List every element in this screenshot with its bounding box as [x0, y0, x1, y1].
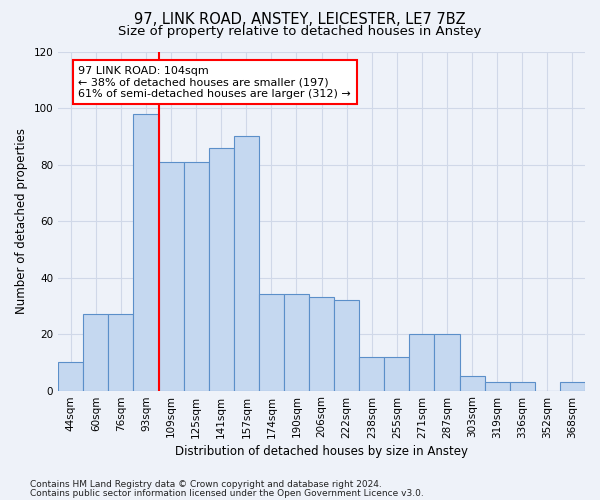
Bar	[334, 300, 359, 390]
Text: 97, LINK ROAD, ANSTEY, LEICESTER, LE7 7BZ: 97, LINK ROAD, ANSTEY, LEICESTER, LE7 7B…	[134, 12, 466, 28]
Bar	[109, 314, 133, 390]
Bar	[83, 314, 109, 390]
Bar	[460, 376, 485, 390]
Text: 97 LINK ROAD: 104sqm
← 38% of detached houses are smaller (197)
61% of semi-deta: 97 LINK ROAD: 104sqm ← 38% of detached h…	[78, 66, 351, 99]
Bar	[485, 382, 510, 390]
Bar	[510, 382, 535, 390]
Bar	[409, 334, 434, 390]
Text: Contains public sector information licensed under the Open Government Licence v3: Contains public sector information licen…	[30, 488, 424, 498]
Bar	[234, 136, 259, 390]
Bar	[133, 114, 158, 390]
Bar	[158, 162, 184, 390]
Bar	[58, 362, 83, 390]
Bar	[385, 356, 409, 390]
Bar	[309, 298, 334, 390]
Bar	[359, 356, 385, 390]
Bar	[209, 148, 234, 390]
Bar	[434, 334, 460, 390]
Bar	[184, 162, 209, 390]
Text: Contains HM Land Registry data © Crown copyright and database right 2024.: Contains HM Land Registry data © Crown c…	[30, 480, 382, 489]
Y-axis label: Number of detached properties: Number of detached properties	[15, 128, 28, 314]
Bar	[560, 382, 585, 390]
Bar	[284, 294, 309, 390]
Text: Size of property relative to detached houses in Anstey: Size of property relative to detached ho…	[118, 25, 482, 38]
X-axis label: Distribution of detached houses by size in Anstey: Distribution of detached houses by size …	[175, 444, 468, 458]
Bar	[259, 294, 284, 390]
